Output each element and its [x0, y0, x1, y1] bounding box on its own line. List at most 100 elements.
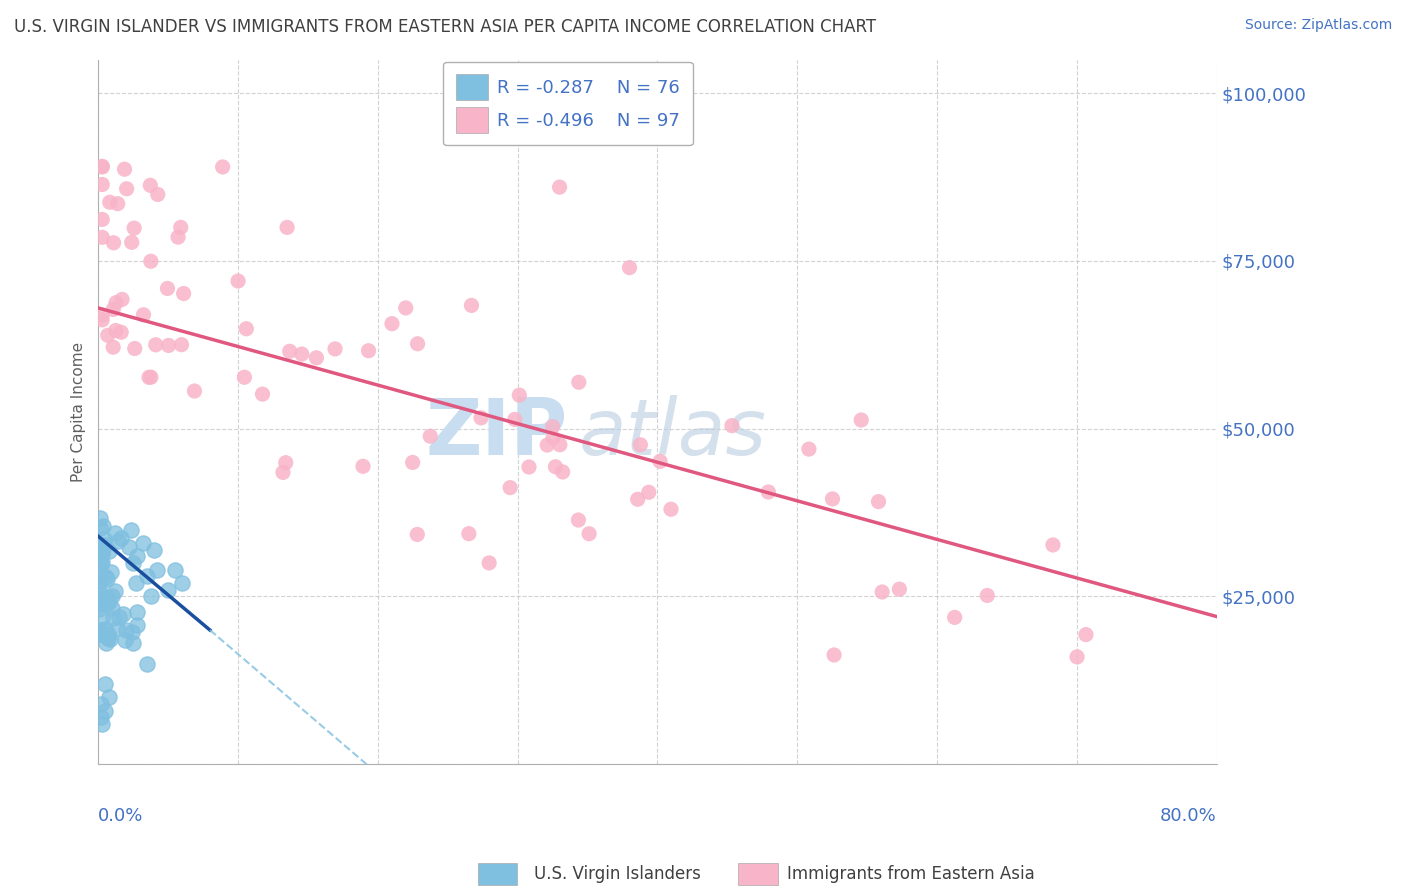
Point	[132, 308, 155, 322]
Point	[146, 187, 169, 202]
Point	[91, 212, 114, 227]
Text: Source: ZipAtlas.com: Source: ZipAtlas.com	[1244, 18, 1392, 32]
Point	[94, 594, 117, 608]
Text: 0.0%: 0.0%	[98, 806, 143, 824]
Point	[1066, 649, 1088, 664]
Point	[96, 572, 118, 586]
Point	[90, 710, 112, 724]
Point	[323, 342, 346, 356]
Point	[94, 570, 117, 584]
Point	[460, 298, 482, 312]
Point	[91, 178, 114, 192]
Y-axis label: Per Capita Income: Per Capita Income	[72, 342, 86, 482]
Point	[115, 182, 138, 196]
Point	[90, 627, 112, 641]
Point	[101, 600, 124, 615]
Point	[276, 220, 298, 235]
Point	[508, 388, 530, 402]
Point	[157, 338, 180, 352]
Point	[91, 717, 114, 731]
Point	[758, 485, 780, 500]
Point	[91, 555, 114, 569]
Point	[145, 338, 167, 352]
Point	[90, 697, 112, 711]
Point	[104, 584, 127, 599]
Point	[115, 623, 138, 637]
Point	[457, 526, 479, 541]
Point	[120, 524, 142, 538]
Point	[235, 322, 257, 336]
Text: Immigrants from Eastern Asia: Immigrants from Eastern Asia	[787, 865, 1035, 883]
Point	[110, 531, 132, 545]
Point	[170, 576, 193, 591]
Point	[121, 625, 143, 640]
Point	[548, 438, 571, 452]
Point	[89, 574, 111, 588]
Point	[90, 627, 112, 641]
Point	[721, 418, 744, 433]
Point	[419, 429, 441, 443]
Point	[111, 293, 134, 307]
Point	[94, 704, 117, 718]
Point	[127, 605, 149, 619]
Point	[156, 281, 179, 295]
Point	[305, 351, 328, 365]
Point	[97, 628, 120, 642]
Point	[97, 595, 120, 609]
Point	[233, 370, 256, 384]
Point	[89, 538, 111, 552]
Point	[101, 611, 124, 625]
Point	[89, 587, 111, 601]
Point	[470, 410, 492, 425]
Point	[97, 328, 120, 343]
Point	[98, 195, 121, 210]
Point	[89, 510, 111, 524]
Point	[139, 370, 162, 384]
Point	[104, 324, 127, 338]
Point	[541, 419, 564, 434]
Point	[536, 438, 558, 452]
Point	[381, 317, 404, 331]
Point	[97, 626, 120, 640]
Point	[478, 556, 501, 570]
Point	[91, 545, 114, 559]
Point	[118, 540, 141, 554]
Point	[89, 538, 111, 552]
Text: 80.0%: 80.0%	[1160, 806, 1218, 824]
Point	[406, 336, 429, 351]
Point	[146, 563, 169, 577]
Point	[91, 591, 114, 605]
Point	[167, 230, 190, 244]
Point	[89, 595, 111, 609]
Point	[97, 631, 120, 645]
Point	[211, 160, 233, 174]
Point	[127, 549, 149, 564]
Point	[94, 622, 117, 636]
Point	[278, 344, 301, 359]
Point	[797, 442, 820, 456]
Point	[108, 609, 131, 624]
Point	[544, 459, 567, 474]
Point	[127, 618, 149, 632]
Point	[627, 492, 650, 507]
Point	[271, 466, 294, 480]
Point	[226, 274, 249, 288]
Point	[183, 384, 205, 398]
Point	[89, 567, 111, 582]
Point	[551, 465, 574, 479]
Point	[548, 180, 571, 194]
Point	[91, 159, 114, 173]
Point	[173, 286, 195, 301]
Point	[112, 607, 135, 622]
Point	[406, 527, 429, 541]
Point	[97, 543, 120, 558]
Point	[91, 519, 114, 533]
Point	[105, 295, 128, 310]
Point	[124, 342, 146, 356]
Point	[107, 534, 129, 549]
Point	[89, 555, 111, 569]
Point	[91, 611, 114, 625]
Point	[517, 460, 540, 475]
Point	[89, 543, 111, 558]
Point	[401, 455, 423, 469]
